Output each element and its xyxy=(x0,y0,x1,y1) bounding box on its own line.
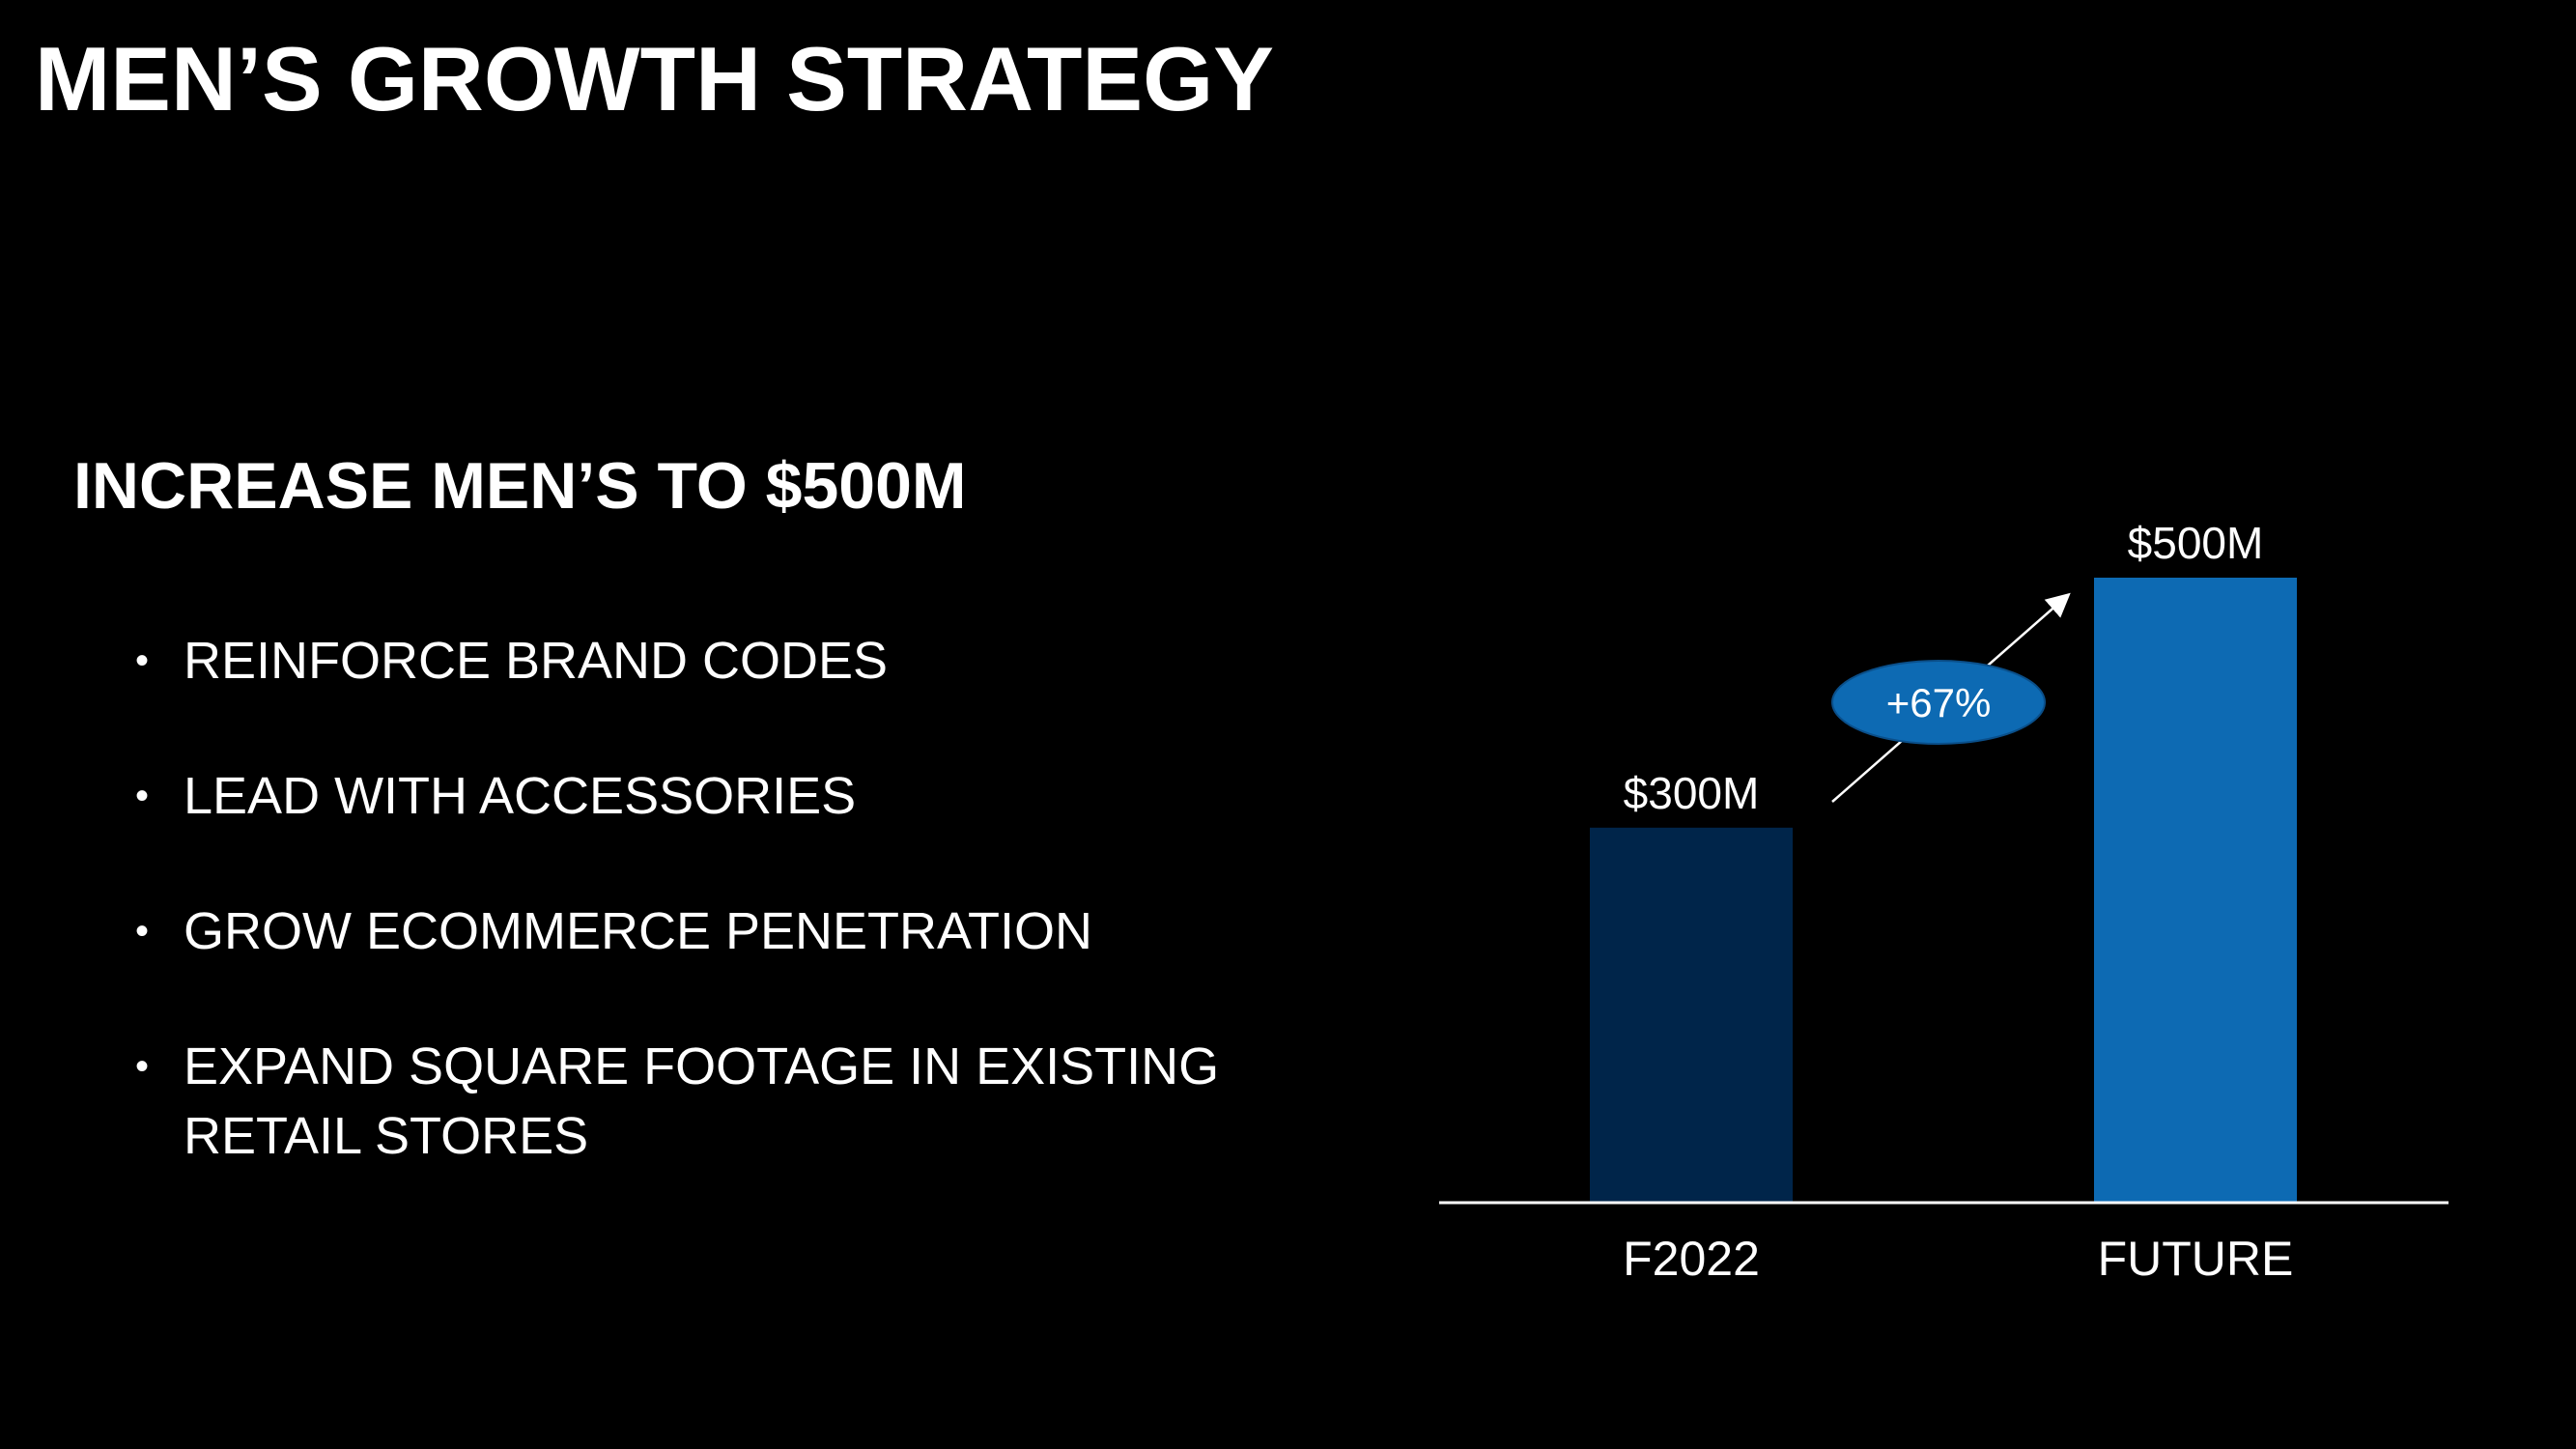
bar-future xyxy=(2094,578,2297,1203)
bullet-item: • GROW ECOMMERCE PENETRATION xyxy=(135,896,1372,966)
bullet-text: LEAD WITH ACCESSORIES xyxy=(184,767,857,825)
category-label: FUTURE xyxy=(2098,1232,2294,1286)
bullet-dot-icon: • xyxy=(135,910,150,952)
bullet-list: • REINFORCE BRAND CODES • LEAD WITH ACCE… xyxy=(135,626,1372,1236)
section-subtitle: INCREASE MEN’S TO $500M xyxy=(73,449,967,523)
bullet-item: • REINFORCE BRAND CODES xyxy=(135,626,1372,696)
bullet-text: EXPAND SQUARE FOOTAGE IN EXISTING RETAIL… xyxy=(184,1037,1220,1165)
bar-f2022 xyxy=(1590,827,1793,1203)
slide-title: MEN’S GROWTH STRATEGY xyxy=(35,28,1274,129)
bullet-text: REINFORCE BRAND CODES xyxy=(184,632,889,690)
data-label: $500M xyxy=(2128,518,2264,568)
growth-badge xyxy=(1831,660,2046,745)
bullet-item: • EXPAND SQUARE FOOTAGE IN EXISTING RETA… xyxy=(135,1032,1372,1171)
bullet-text: GROW ECOMMERCE PENETRATION xyxy=(184,902,1093,960)
bullet-item: • LEAD WITH ACCESSORIES xyxy=(135,761,1372,831)
bullet-dot-icon: • xyxy=(135,1045,150,1088)
bullet-dot-icon: • xyxy=(135,775,150,817)
growth-badge-label: +67% xyxy=(1886,680,1992,725)
data-label: $300M xyxy=(1624,768,1760,818)
bullet-dot-icon: • xyxy=(135,639,150,682)
category-label: F2022 xyxy=(1623,1232,1760,1286)
